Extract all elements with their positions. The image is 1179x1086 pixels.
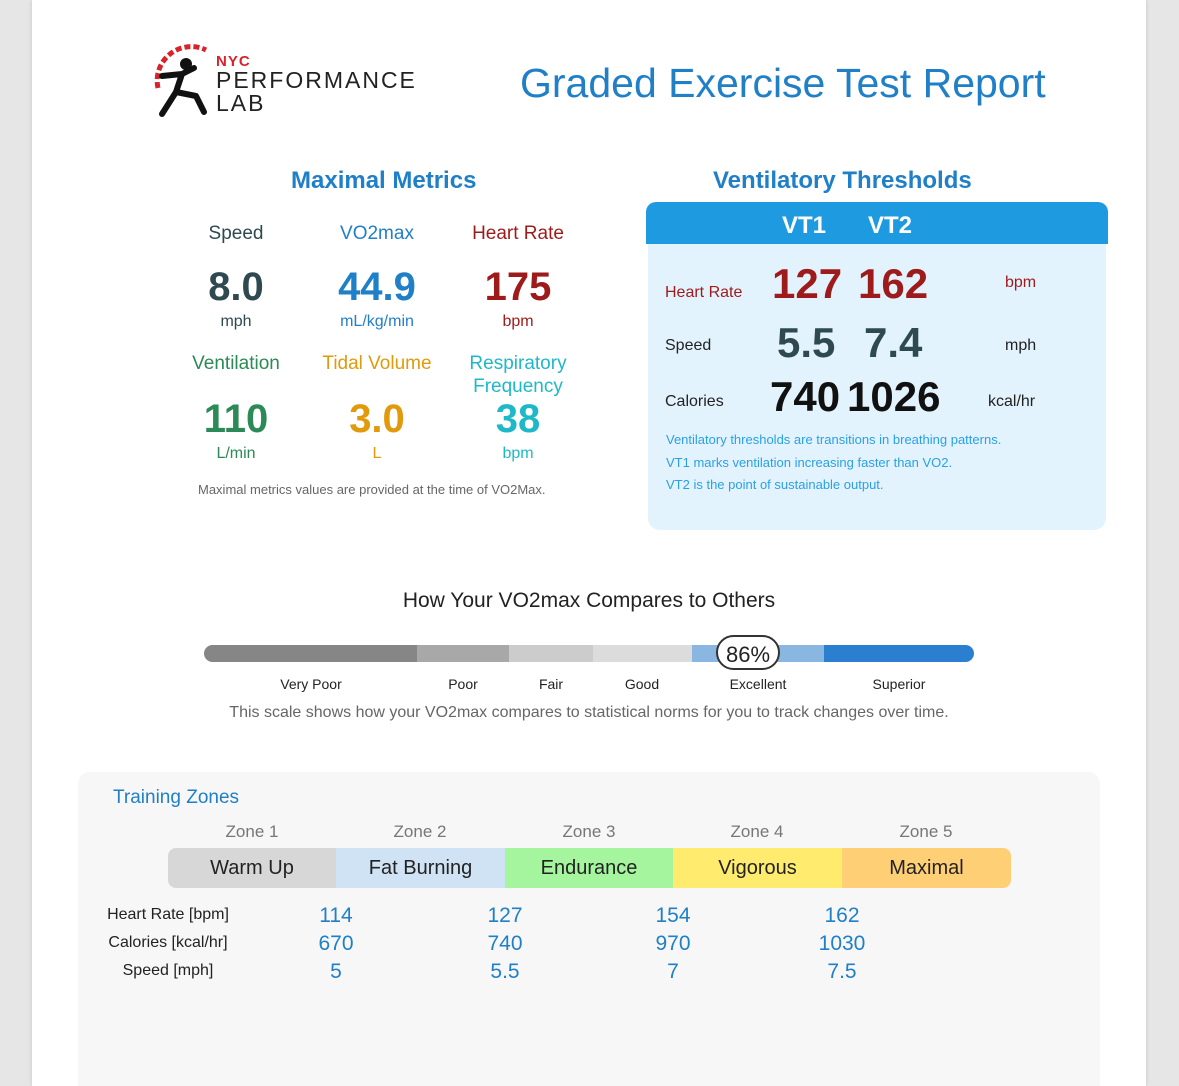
zone-boundary-value: 7: [667, 960, 679, 983]
metric-label: Heart Rate: [472, 223, 564, 244]
metric-label: Tidal Volume: [322, 353, 432, 374]
vt1-column-header: VT1: [782, 212, 827, 239]
vt-unit-calories: kcal/hr: [988, 393, 1036, 410]
zone-boundary-value: 970: [655, 932, 691, 955]
scale-label-very-poor: Very Poor: [280, 676, 342, 692]
vt2-calories-value: 1026: [847, 373, 941, 420]
zone-number-2: Zone 2: [393, 822, 447, 841]
scale-label-excellent: Excellent: [729, 676, 787, 692]
runner-logo-icon: [154, 44, 208, 117]
zone-boundary-value: 5: [330, 960, 342, 983]
scale-segment-good: [593, 645, 692, 662]
metric-value: 44.9: [338, 265, 416, 309]
vt-unit-speed: mph: [1005, 337, 1037, 354]
zone-row-label-heart-rate: Heart Rate [bpm]: [107, 906, 229, 923]
vt-row-label-speed: Speed: [665, 337, 712, 354]
vt-unit-heart-rate: bpm: [1005, 274, 1037, 291]
vo2max-scale-note: This scale shows how your VO2max compare…: [229, 704, 949, 721]
zone-endurance: Endurance: [505, 848, 673, 888]
metric-label: Ventilation: [192, 353, 280, 374]
metric-unit: bpm: [502, 445, 534, 462]
metric-unit: bpm: [502, 313, 534, 330]
zone-fat-burning: Fat Burning: [336, 848, 505, 888]
vt-panel: VT1 VT2 Heart Rate 127 162 bpm Speed 5.5…: [646, 202, 1108, 530]
zone-number-5: Zone 5: [899, 822, 953, 841]
logo-nyc-text: NYC: [216, 53, 251, 70]
zone-row-label-speed: Speed [mph]: [122, 962, 214, 979]
zone-warm-up: Warm Up: [168, 848, 336, 888]
metric-unit: L: [372, 445, 382, 462]
zone-number-4: Zone 4: [730, 822, 784, 841]
vt2-column-header: VT2: [868, 212, 913, 239]
ventilatory-thresholds-title: Ventilatory Thresholds: [713, 167, 972, 194]
zone-row-label-calories: Calories [kcal/hr]: [108, 934, 228, 951]
nyc-performance-lab-logo: NYC PERFORMANCE LAB: [148, 40, 418, 122]
vt-row-label-calories: Calories: [665, 393, 724, 410]
zone-number-1: Zone 1: [225, 822, 279, 841]
metric-unit: mL/kg/min: [340, 313, 414, 330]
metric-value: 175: [484, 265, 552, 309]
metric-ventilation: Ventilation 110 L/min: [166, 352, 306, 463]
vo2max-percentile-marker: 86%: [716, 635, 780, 670]
zone-boundary-value: 162: [824, 904, 860, 927]
scale-label-fair: Fair: [538, 676, 564, 692]
vt-note-line: Ventilatory thresholds are transitions i…: [666, 432, 1002, 447]
maximal-metrics-title: Maximal Metrics: [291, 167, 477, 194]
training-zones-title: Training Zones: [113, 787, 240, 808]
metric-heart-rate: Heart Rate 175 bpm: [448, 222, 588, 331]
vt2-heart-rate-value: 162: [858, 260, 929, 307]
metric-unit: L/min: [216, 445, 256, 462]
vo2max-comparison-title: How Your VO2max Compares to Others: [402, 589, 776, 612]
metric-value: 110: [203, 397, 269, 441]
vt1-calories-value: 740: [770, 373, 841, 420]
zone-vigorous: Vigorous: [673, 848, 842, 888]
scale-label-superior: Superior: [872, 676, 926, 692]
zone-boundary-value: 1030: [818, 932, 866, 955]
zone-boundary-value: 7.5: [827, 960, 857, 983]
report-title: Graded Exercise Test Report: [520, 60, 1046, 106]
training-zones-panel: [78, 772, 1100, 1086]
maximal-metrics-note: Maximal metrics values are provided at t…: [198, 482, 546, 497]
metric-unit: mph: [220, 313, 252, 330]
vt2-speed-value: 7.4: [864, 319, 923, 366]
vt-row-label-heart-rate: Heart Rate: [665, 284, 743, 301]
metric-speed: Speed 8.0 mph: [166, 222, 306, 331]
zone-boundary-value: 740: [487, 932, 523, 955]
metric-respiratory-frequency: Respiratory Frequency 38 bpm: [448, 352, 588, 463]
vt1-heart-rate-value: 127: [772, 260, 843, 307]
vt-note-line: VT1 marks ventilation increasing faster …: [666, 455, 953, 470]
vt1-speed-value: 5.5: [777, 319, 836, 366]
metric-label: Respiratory Frequency: [469, 353, 567, 397]
logo-performance-text: PERFORMANCE: [216, 67, 417, 93]
scale-label-poor: Poor: [448, 676, 478, 692]
scale-segment-superior: [824, 645, 974, 662]
training-zones-bar: Warm Up Fat Burning Endurance Vigorous M…: [168, 848, 1011, 888]
scale-segment-poor: [417, 645, 509, 662]
zone-boundary-value: 670: [318, 932, 354, 955]
vt-header: VT1 VT2: [646, 202, 1108, 244]
metric-value: 3.0: [349, 397, 405, 441]
zone-number-3: Zone 3: [562, 822, 616, 841]
zone-boundary-value: 114: [319, 904, 353, 927]
metric-label: VO2max: [340, 223, 414, 244]
report-page: NYC PERFORMANCE LAB Graded Exercise Test…: [32, 0, 1146, 1086]
metric-vo2max: VO2max 44.9 mL/kg/min: [307, 222, 447, 331]
vo2max-scale-bar: [204, 645, 974, 662]
scale-segment-fair: [509, 645, 593, 662]
zone-boundary-value: 154: [655, 904, 691, 927]
metric-tidal-volume: Tidal Volume 3.0 L: [307, 352, 447, 463]
logo-lab-text: LAB: [216, 90, 266, 116]
vt-note-line: VT2 is the point of sustainable output.: [666, 477, 884, 492]
scale-label-good: Good: [624, 676, 660, 692]
metric-value: 38: [495, 397, 541, 441]
zone-maximal: Maximal: [842, 848, 1011, 888]
scale-segment-very-poor: [204, 645, 417, 662]
zone-boundary-value: 5.5: [490, 960, 520, 983]
metric-value: 8.0: [208, 265, 264, 309]
zone-boundary-value: 127: [487, 904, 523, 927]
metric-label: Speed: [208, 223, 264, 244]
